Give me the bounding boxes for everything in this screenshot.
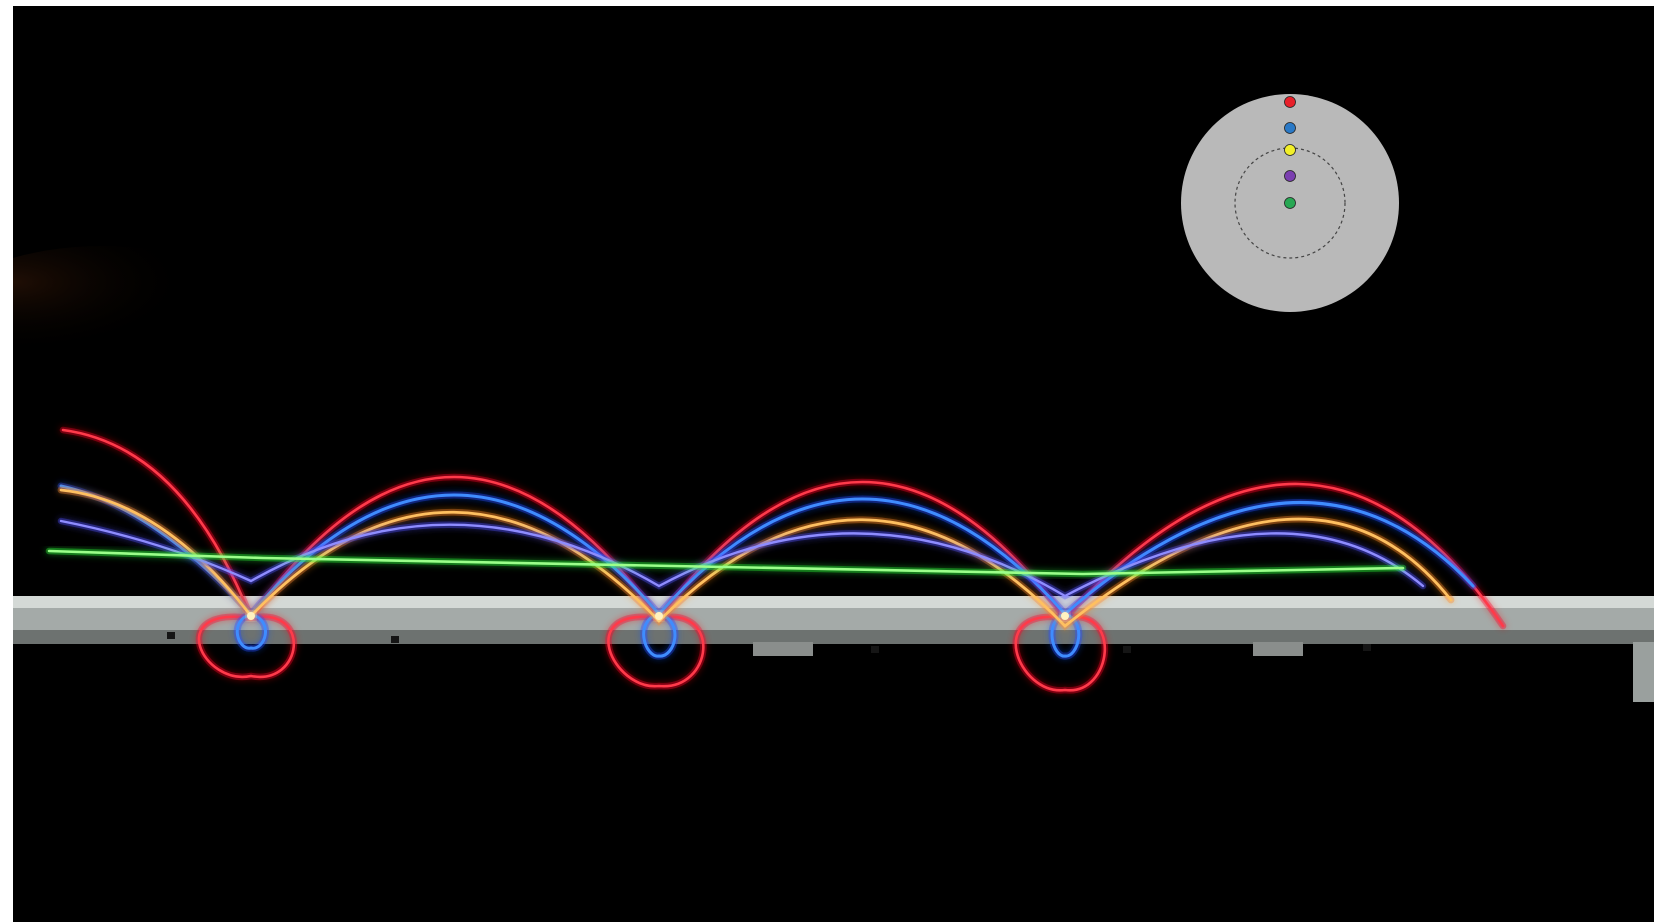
rail-support xyxy=(753,642,813,656)
red-marker-dot xyxy=(1284,96,1296,108)
marker-dots xyxy=(1284,96,1296,209)
rail-lower-edge xyxy=(13,630,1654,644)
blue-light-trail xyxy=(59,484,1475,658)
green-light-trail xyxy=(47,549,1405,576)
blue-marker-dot xyxy=(1284,122,1296,134)
rail-top-edge xyxy=(13,596,1654,608)
wheel-marker-diagram xyxy=(1181,94,1399,312)
yellow-marker-dot xyxy=(1284,144,1296,156)
photo-frame xyxy=(13,6,1654,922)
rail-bracket xyxy=(1123,646,1131,653)
green-marker-dot xyxy=(1284,197,1296,209)
red-light-trail xyxy=(61,428,1505,692)
light-trails xyxy=(45,426,1507,694)
contact-flare xyxy=(1061,612,1069,620)
rail-face xyxy=(13,608,1654,630)
rail-bracket xyxy=(871,646,879,653)
rail-bracket xyxy=(167,632,175,639)
rail-support xyxy=(1253,642,1303,656)
rail-bracket xyxy=(1363,644,1371,651)
rail-support xyxy=(1633,642,1654,702)
long-exposure-scene xyxy=(13,94,1654,702)
rail-bracket xyxy=(391,636,399,643)
contact-flare xyxy=(655,612,663,620)
rail-track xyxy=(13,596,1654,702)
contact-flare xyxy=(247,612,255,620)
background-haze xyxy=(13,246,253,366)
yellow-light-trail xyxy=(59,488,1453,628)
purple-marker-dot xyxy=(1284,170,1296,182)
